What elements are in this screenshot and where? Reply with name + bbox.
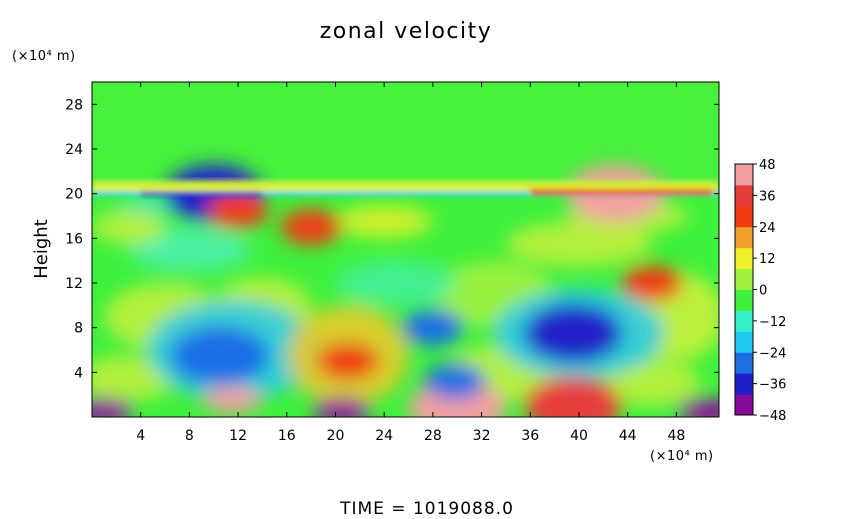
x-tick-label: 28 [424, 428, 442, 444]
field-feature-14 [621, 265, 683, 301]
x-tick-label: 12 [229, 428, 247, 444]
colorbar-tick-label: 36 [759, 189, 776, 204]
colorbar-swatch [735, 289, 753, 311]
y-tick-label: 4 [74, 365, 83, 381]
colorbar-swatch [735, 226, 753, 249]
field-feature-1 [524, 304, 622, 363]
colorbar-tick-label: −12 [759, 315, 786, 330]
colorbar-swatch [735, 247, 753, 270]
time-label: TIME = 1019088.0 [339, 499, 514, 519]
x-tick-label: 8 [185, 428, 194, 444]
field-feature-7 [524, 376, 622, 417]
field-feature-8 [424, 363, 486, 400]
x-tick-label: 40 [570, 428, 588, 444]
upper-layer [92, 82, 719, 177]
plot-frame [91, 81, 720, 418]
x-tick-label: 4 [136, 428, 145, 444]
field-feature-4 [312, 398, 371, 417]
x-tick-label: 24 [375, 428, 393, 444]
colorbar: 48 36 24 12 0 −12 −24 −36 −48 [734, 158, 786, 424]
colorbar-swatch [735, 373, 753, 395]
field-feature-0 [171, 326, 269, 385]
y-axis-label: Height [31, 219, 52, 279]
field-feature-12 [207, 192, 269, 229]
y-tick-label: 20 [65, 187, 83, 203]
colorbar-tick-label: 0 [759, 284, 767, 299]
x-unit-label: (×10⁴ m) [650, 449, 714, 464]
colorbar-swatch [735, 205, 753, 228]
colorbar-tick-label: 12 [759, 252, 776, 267]
colorbar-swatch [735, 394, 753, 416]
field-feature-5 [92, 398, 134, 417]
tropopause-band [92, 180, 719, 196]
field-feature-13 [280, 209, 342, 246]
field-feature-3 [202, 386, 262, 414]
x-tick-label: 32 [473, 428, 491, 444]
y-axis: 4 8 12 16 20 24 28 [65, 97, 719, 381]
y-tick-label: 28 [65, 97, 83, 113]
chart-title: zonal velocity [320, 19, 493, 44]
colorbar-swatch [735, 352, 753, 374]
field-feature-2 [317, 343, 379, 380]
colorbar-swatch [735, 331, 753, 353]
colorbar-swatch [735, 164, 753, 186]
x-tick-label: 48 [667, 428, 685, 444]
field-feature-9 [402, 309, 464, 346]
y-unit-label: (×10⁴ m) [12, 49, 76, 64]
colorbar-swatch [735, 310, 753, 332]
x-tick-label: 16 [278, 428, 296, 444]
x-tick-label: 44 [619, 428, 637, 444]
y-tick-label: 16 [65, 231, 83, 247]
x-tick-label: 20 [327, 428, 345, 444]
colorbar-tick-label: −36 [759, 378, 786, 393]
colorbar-tick-label: 48 [759, 158, 776, 173]
y-tick-label: 12 [65, 276, 83, 292]
velocity-field [92, 82, 719, 417]
field-feature-15 [677, 398, 719, 417]
colorbar-tick-label: −48 [759, 409, 786, 424]
field-blobs [92, 164, 719, 417]
y-tick-label: 8 [74, 321, 83, 337]
colorbar-tick-label: 24 [759, 221, 776, 236]
colorbar-swatch [735, 268, 753, 290]
colorbar-swatch [735, 184, 753, 207]
x-axis: 4 8 12 16 20 24 28 32 36 40 44 48 [136, 82, 685, 444]
x-tick-label: 36 [521, 428, 539, 444]
y-tick-label: 24 [65, 142, 83, 158]
colorbar-tick-label: −24 [759, 346, 786, 361]
